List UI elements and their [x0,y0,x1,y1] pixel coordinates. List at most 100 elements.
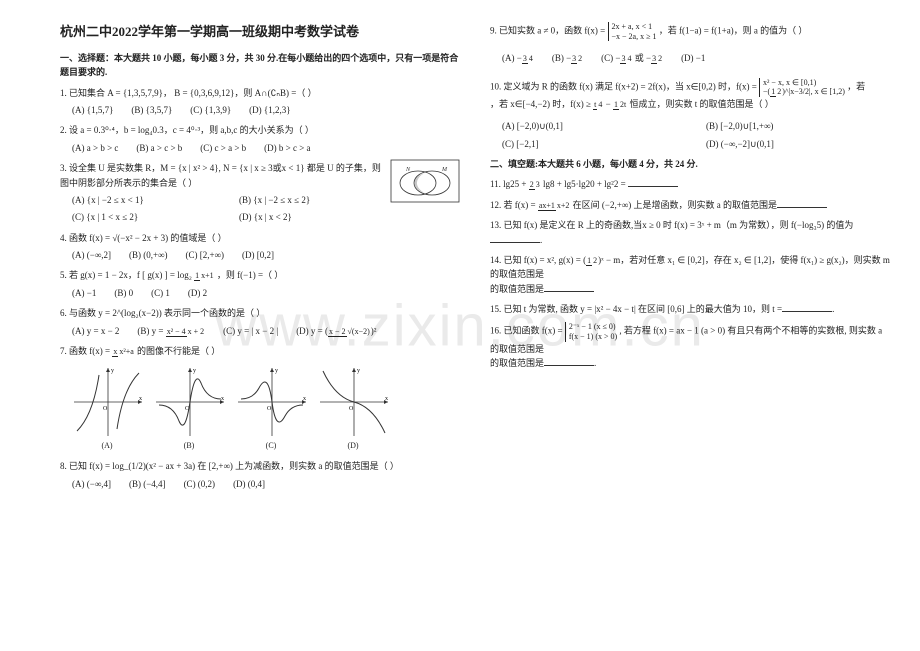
blank [628,177,678,187]
svg-text:y: y [111,368,114,374]
q2-opt-d: (D) b > c > a [264,141,310,155]
q9-opt-c: (C) −34 或 −32 [601,51,663,65]
q3-opt-d: (D) {x | x < 2} [239,210,386,224]
svg-text:y: y [193,368,196,374]
q1-opt-c: (C) {1,3,9} [190,103,231,117]
question-13: 13. 已知 f(x) 是定义在 R 上的奇函数,当x ≥ 0 时 f(x) =… [490,218,890,247]
q4-opt-a: (A) (−∞,2] [72,248,111,262]
q8-opt-a: (A) (−∞,4] [72,477,111,491]
blank [782,302,832,312]
svg-text:O: O [267,406,272,412]
q9-stem-b: ，若 f(1−a) = f(1+a)，则 a 的值为（ ） [659,26,808,36]
q7-stem-a: 7. 函数 f(x) = [60,346,112,356]
q4-opt-c: (C) [2,+∞) [185,248,223,262]
svg-text:O: O [103,406,108,412]
svg-text:x: x [139,396,142,402]
q10-opt-c: (C) [−2,1] [502,137,686,151]
q2-opt-c: (C) c > a > b [200,141,246,155]
graph-a: x y O [68,362,146,440]
question-16: 16. 已知函数 f(x) = 2⁻ˣ − 1 (x ≤ 0)f(x − 1) … [490,322,890,370]
blank [777,198,827,208]
blank [490,233,540,243]
graph-b: xyO [150,362,228,440]
q10-opt-a: (A) [−2,0)∪(0,1] [502,119,686,133]
svg-text:y: y [357,368,360,374]
q9-opt-d: (D) −1 [681,51,705,65]
q3-opt-c: (C) {x | 1 < x ≤ 2} [72,210,219,224]
page-content: 杭州二中2022学年第一学期高一班级期中考数学试卷 一、选择题：本大题共 10 … [0,0,920,507]
question-9: 9. 已知实数 a ≠ 0，函数 f(x) = 2x + a, x < 1−x … [490,22,890,66]
q6-opt-c: (C) y = | x − 2 | [223,324,278,338]
q7-frac: xx²+a [112,348,134,356]
question-14: 14. 已知 f(x) = x², g(x) = (12)ˣ − m，若对任意 … [490,253,890,296]
question-11: 11. lg25 + 23 lg8 + lg5·lg20 + lg²2 = [490,177,890,191]
graph-d: x y O [314,362,392,440]
q10-stem-c: 恒成立，则实数 t 的取值范围是（ ） [629,99,773,109]
question-15: 15. 已知 t 为常数, 函数 y = |x² − 4x − t| 在区间 [… [490,302,890,316]
q8-opt-b: (B) (−4,4] [129,477,166,491]
question-8: 8. 已知 f(x) = log_(1/2)(x² − ax + 3a) 在 [… [60,459,460,491]
q10-opt-b: (B) [−2,0)∪[1,+∞) [706,119,890,133]
q6-opt-d: (D) y = (x − 2√(x−2))² [296,324,376,338]
q5-opt-c: (C) 1 [151,286,170,300]
q10-stem-a: 10. 定义域为 R 的函数 f(x) 满足 f(x+2) = 2f(x)，当 … [490,81,759,91]
column-left: 杭州二中2022学年第一学期高一班级期中考数学试卷 一、选择题：本大题共 10 … [60,22,460,497]
q10-cases: x² − x, x ∈ [0,1) −(12)^|x−3/2|, x ∈ [1,… [759,78,845,97]
svg-text:M: M [441,167,448,173]
q1-opt-a: (A) {1,5,7} [72,103,113,117]
q10-stem-b: ，若 x∈[−4,−2) 时，f(x) ≥ [490,99,593,109]
graph-b-label: (B) [150,440,228,453]
q9-cases: 2x + a, x < 1−x − 2a, x ≥ 1 [608,22,657,41]
q9-opt-b: (B) −32 [552,51,583,65]
svg-text:y: y [275,368,278,374]
column-right: 9. 已知实数 a ≠ 0，函数 f(x) = 2x + a, x < 1−x … [490,22,890,497]
q7-stem-b: 的图像不行能是（ ） [137,346,220,356]
q1-stem: 1. 已知集合 A = {1,3,5,7,9}， B = {0,3,6,9,12… [60,86,460,100]
blank [544,356,594,366]
q5-opt-d: (D) 2 [188,286,207,300]
q1-opt-d: (D) {1,2,3} [249,103,290,117]
question-6: 6. 与函数 y = 2^(log₂(x−2)) 表示同一个函数的是（ ） (A… [60,306,460,338]
question-12: 12. 若 f(x) = ax+1x+2 在区间 (−2,+∞) 上是增函数，则… [490,198,890,212]
svg-text:x: x [385,396,388,402]
svg-text:O: O [349,406,354,412]
question-1: 1. 已知集合 A = {1,3,5,7,9}， B = {0,3,6,9,12… [60,86,460,118]
q2-opt-b: (B) a > c > b [136,141,182,155]
graph-a-label: (A) [68,440,146,453]
q5-frac: 1x+1 [194,272,215,280]
question-10: 10. 定义域为 R 的函数 f(x) 满足 f(x+2) = 2f(x)，当 … [490,78,890,151]
q7-graphs: x y O (A) x y O [60,362,460,453]
blank [544,282,594,292]
q5-stem-a: 5. 若 g(x) = 1 − 2x，f [ g(x) ] = log₂ [60,270,194,280]
q16-cases: 2⁻ˣ − 1 (x ≤ 0)f(x − 1) (x > 0) [565,322,617,341]
question-3: N M 3. 设全集 U 是实数集 R，M = {x | x² > 4}, N … [60,161,460,225]
q1-opt-b: (B) {3,5,7} [131,103,172,117]
graph-c-label: (C) [232,440,310,453]
q6-opt-b: (B) y = x² − 4x + 2 [137,324,205,338]
question-7: 7. 函数 f(x) = xx²+a 的图像不行能是（ ） x y O [60,344,460,453]
venn-diagram: N M [390,159,460,203]
q6-stem: 6. 与函数 y = 2^(log₂(x−2)) 表示同一个函数的是（ ） [60,306,460,320]
question-2: 2. 设 a = 0.3⁰·⁴，b = log₄0.3，c = 4⁰·³，则 a… [60,123,460,155]
q4-opt-d: (D) [0,2] [242,248,274,262]
section-2-heading: 二、填空题:本大题共 6 小题，每小题 4 分，共 24 分. [490,157,890,171]
exam-title: 杭州二中2022学年第一学期高一班级期中考数学试卷 [60,22,460,43]
q8-stem: 8. 已知 f(x) = log_(1/2)(x² − ax + 3a) 在 [… [60,459,460,473]
q4-opt-b: (B) (0,+∞) [129,248,167,262]
q4-stem: 4. 函数 f(x) = √(−x² − 2x + 3) 的值域是（ ） [60,231,460,245]
question-4: 4. 函数 f(x) = √(−x² − 2x + 3) 的值域是（ ） (A)… [60,231,460,263]
svg-text:x: x [303,396,306,402]
q3-opt-a: (A) {x | −2 ≤ x < 1} [72,193,219,207]
q6-opt-a: (A) y = x − 2 [72,324,119,338]
q9-opt-a: (A) −34 [502,51,534,65]
q8-opt-d: (D) (0,4] [233,477,265,491]
q2-opt-a: (A) a > b > c [72,141,118,155]
question-5: 5. 若 g(x) = 1 − 2x，f [ g(x) ] = log₂ 1x+… [60,268,460,300]
svg-text:x: x [221,396,224,402]
q8-opt-c: (C) (0,2) [184,477,216,491]
q9-stem-a: 9. 已知实数 a ≠ 0，函数 f(x) = [490,26,608,36]
q10-opt-d: (D) (−∞,−2]∪(0,1] [706,137,890,151]
q5-opt-a: (A) −1 [72,286,96,300]
graph-d-label: (D) [314,440,392,453]
section-1-heading: 一、选择题：本大题共 10 小题，每小题 3 分，共 30 分.在每小题给出的四… [60,51,460,80]
